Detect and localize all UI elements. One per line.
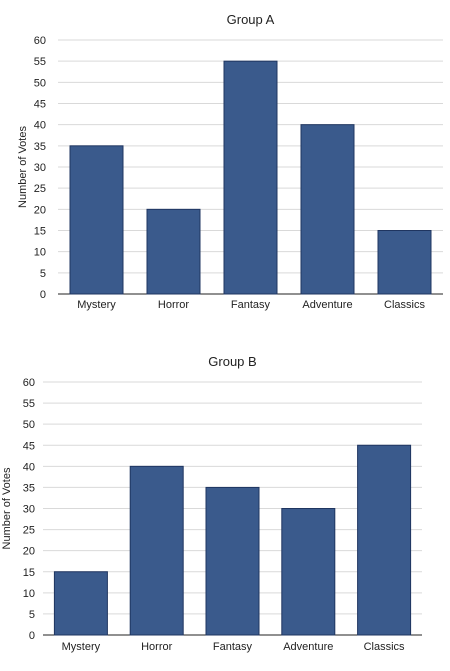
y-axis-title: Number of Votes [1, 467, 13, 549]
y-tick-label: 5 [29, 609, 35, 621]
y-tick-label: 25 [23, 525, 35, 537]
bar-horror [146, 208, 201, 295]
x-category-label: Adventure [302, 299, 352, 311]
y-tick-label: 55 [23, 398, 35, 410]
x-category-label: Fantasy [231, 299, 271, 311]
y-axis-title: Number of Votes [17, 126, 29, 208]
y-tick-label: 30 [34, 162, 46, 174]
y-tick-label: 45 [23, 440, 35, 452]
bar-horror [129, 465, 184, 636]
x-category-label: Horror [158, 299, 190, 311]
y-tick-label: 20 [34, 204, 46, 216]
y-tick-label: 30 [23, 504, 35, 516]
y-tick-label: 0 [29, 630, 35, 642]
bar-mystery [53, 571, 108, 636]
chart-title: Group B [208, 354, 256, 369]
x-category-label: Horror [141, 641, 173, 653]
y-tick-label: 15 [23, 567, 35, 579]
x-category-label: Fantasy [213, 641, 253, 653]
y-tick-label: 45 [34, 99, 46, 111]
bar-mystery [69, 145, 124, 295]
bar-classics [377, 230, 432, 295]
chart-panel-2: Group B 0 5 10 15 20 25 30 35 40 45 50 55 60 Number of… [1, 354, 422, 653]
y-tick-label: 35 [23, 482, 35, 494]
x-category-label: Mystery [77, 299, 116, 311]
bar-classics [357, 444, 412, 636]
y-tick-label: 0 [40, 289, 46, 301]
y-tick-label: 10 [23, 588, 35, 600]
y-tick-label: 50 [23, 419, 35, 431]
y-tick-label: 50 [34, 77, 46, 89]
chart-title: Group A [227, 12, 275, 27]
x-category-label: Classics [384, 299, 425, 311]
y-tick-label: 25 [34, 183, 46, 195]
y-tick-label: 15 [34, 226, 46, 238]
bar-adventure [281, 508, 336, 636]
chart-panel-1: Group A 0 5 10 15 20 25 30 35 40 45 50 55 60 Number of… [17, 12, 443, 311]
bar-fantasy [205, 486, 260, 636]
y-tick-label: 60 [34, 35, 46, 47]
bar-fantasy [223, 60, 278, 295]
y-tick-label: 20 [23, 546, 35, 558]
y-tick-label: 10 [34, 247, 46, 259]
y-tick-label: 40 [23, 461, 35, 473]
y-tick-label: 55 [34, 56, 46, 68]
y-tick-label: 35 [34, 141, 46, 153]
y-tick-label: 5 [40, 268, 46, 280]
y-tick-label: 60 [23, 377, 35, 389]
x-category-label: Adventure [283, 641, 333, 653]
y-tick-label: 40 [34, 120, 46, 132]
bar-adventure [300, 124, 355, 295]
x-category-label: Classics [364, 641, 405, 653]
x-category-label: Mystery [62, 641, 101, 653]
